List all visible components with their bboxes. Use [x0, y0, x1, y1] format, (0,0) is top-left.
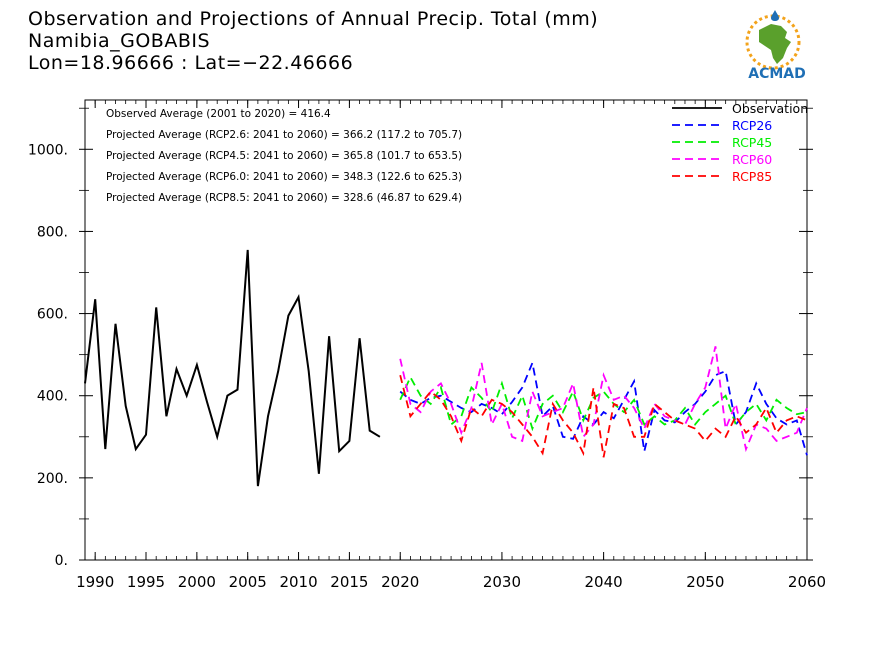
chart-title-block: Observation and Projections of Annual Pr… — [28, 8, 598, 74]
acmad-logo: ACMAD — [745, 10, 806, 82]
x-tick-label: 2030 — [483, 573, 521, 591]
legend-label: RCP85 — [732, 169, 772, 184]
y-tick-label: 400. — [37, 389, 68, 405]
series-layer — [84, 249, 808, 487]
y-tick-label: 200. — [37, 471, 68, 487]
annotation-text: Observed Average (2001 to 2020) = 416.4 — [106, 108, 331, 120]
x-tick-label: 2000 — [178, 573, 216, 591]
plot-frame — [84, 99, 808, 561]
series-line-observation — [84, 249, 381, 487]
x-tick-label: 2060 — [788, 573, 826, 591]
x-tick-label: 2040 — [585, 573, 623, 591]
y-tick-label: 600. — [37, 307, 68, 323]
legend-label: RCP26 — [732, 118, 772, 133]
africa-logo-icon — [745, 10, 801, 70]
annotation-text: Projected Average (RCP8.5: 2041 to 2060)… — [106, 192, 462, 204]
legend-label: RCP60 — [732, 152, 772, 167]
x-tick-label: 2015 — [330, 573, 368, 591]
logo-text: ACMAD — [748, 66, 806, 82]
series-line-rcp85 — [399, 374, 808, 458]
axis-ticks: 1990 1995 2000 2005 2010 2015 2020 2030 2040 2050… — [28, 100, 826, 591]
annotation-text: Projected Average (RCP4.5: 2041 to 2060)… — [106, 150, 462, 162]
y-tick-label: 0. — [55, 553, 68, 569]
annotation-text: Projected Average (RCP6.0: 2041 to 2060)… — [106, 171, 462, 183]
x-tick-label: 1995 — [127, 573, 165, 591]
x-tick-label: 2050 — [686, 573, 724, 591]
x-tick-label: 2010 — [279, 573, 317, 591]
series-line-rcp45 — [399, 375, 808, 432]
legend-label: Observation — [732, 101, 808, 116]
station-coordinates: Lon=18.96666 : Lat=−22.46666 — [28, 52, 354, 74]
y-tick-label: 800. — [37, 224, 68, 240]
station-name: Namibia_GOBABIS — [28, 30, 211, 52]
series-line-rcp60 — [399, 346, 808, 453]
x-tick-label: 1990 — [76, 573, 114, 591]
legend-label: RCP45 — [732, 135, 772, 150]
annotations: Observed Average (2001 to 2020) = 416.4 P… — [106, 108, 462, 204]
annotation-text: Projected Average (RCP2.6: 2041 to 2060)… — [106, 129, 462, 141]
x-tick-label: 2020 — [381, 573, 419, 591]
y-tick-label: 1000. — [28, 142, 68, 158]
legend: Observation RCP26 RCP45 RCP60 RCP85 — [672, 101, 808, 184]
x-tick-label: 2005 — [229, 573, 267, 591]
chart-title: Observation and Projections of Annual Pr… — [28, 8, 599, 30]
